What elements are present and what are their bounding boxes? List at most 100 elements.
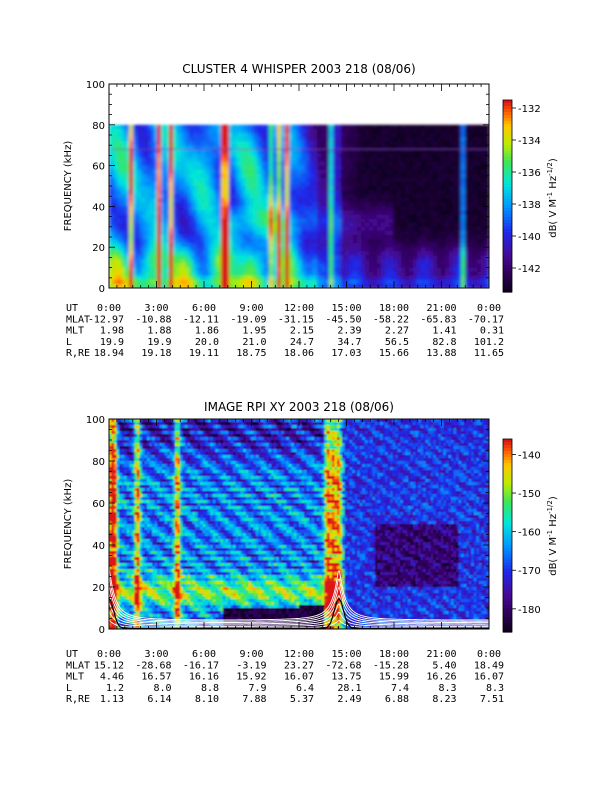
whisper-y-axis-label: FREQUENCY (kHz)	[63, 141, 74, 232]
colorbar-swatch	[503, 190, 512, 194]
ephemeris-cell: 0.31	[480, 326, 504, 337]
ephemeris-row-label: R,RE	[66, 694, 90, 705]
ephemeris-cell: 1.13	[100, 694, 124, 705]
y-tick-label: 40	[92, 202, 105, 213]
colorbar-swatch	[503, 271, 512, 275]
ephemeris-cell: 18.49	[474, 660, 504, 671]
colorbar-swatch	[503, 115, 512, 119]
ephemeris-cell: 15.92	[236, 672, 266, 683]
ephemeris-cell: 0:00	[97, 303, 121, 314]
ephemeris-cell: 8.3	[486, 683, 504, 694]
colorbar-swatch	[503, 490, 512, 494]
whisper-spectrogram	[109, 124, 489, 288]
ephemeris-cell: 16.16	[189, 672, 219, 683]
colorbar-swatch	[503, 235, 512, 239]
colorbar-swatch	[503, 619, 512, 624]
colorbar-swatch	[503, 205, 512, 209]
gyro-harmonic-curve	[109, 584, 489, 624]
ephemeris-cell: 1.95	[242, 326, 266, 337]
colorbar-swatch	[503, 172, 512, 176]
colorbar-swatch	[503, 148, 512, 152]
colorbar-swatch	[503, 127, 512, 131]
ephemeris-cell: 0:00	[97, 649, 121, 660]
ephemeris-cell: -72.68	[325, 660, 361, 671]
rpi-spectrogram	[109, 419, 489, 629]
colorbar-swatch	[503, 451, 512, 455]
ephemeris-cell: 16.57	[141, 672, 171, 683]
rpi-y-axis-label: FREQUENCY (kHz)	[63, 479, 74, 570]
ephemeris-cell: 3:00	[144, 303, 168, 314]
ephemeris-cell: 18.06	[284, 348, 314, 359]
colorbar-swatch	[503, 541, 512, 546]
ephemeris-cell: 19.9	[100, 337, 124, 348]
colorbar-swatch	[503, 517, 512, 522]
rpi-axis-ticks: 0 20 40 60 80 100	[86, 415, 490, 636]
ephemeris-cell: 8.3	[438, 683, 456, 694]
ephemeris-cell: -16.17	[183, 660, 219, 671]
colorbar-tick-label: -132	[518, 104, 541, 115]
colorbar-swatch	[503, 613, 512, 618]
ephemeris-cell: 1.88	[147, 326, 171, 337]
colorbar-swatch	[503, 247, 512, 251]
ephemeris-cell: 19.11	[189, 348, 219, 359]
colorbar-swatch	[503, 601, 512, 606]
ephemeris-cell: -12.97	[88, 314, 124, 325]
y-tick-label: 20	[92, 583, 105, 594]
colorbar-swatch	[503, 625, 512, 630]
ephemeris-cell: 21.0	[242, 337, 266, 348]
colorbar-swatch	[503, 289, 512, 293]
colorbar-swatch	[503, 133, 512, 137]
colorbar-tick-label: -140	[518, 450, 541, 461]
y-tick-label: 0	[99, 625, 105, 636]
ephemeris-cell: 6:00	[192, 303, 216, 314]
colorbar-swatch	[503, 454, 512, 458]
rpi-colorbar: -140 -150 -160 -170 -180 dB( V M-1 Hz-1/2)	[502, 438, 559, 633]
colorbar-swatch	[503, 253, 512, 257]
colorbar-swatch	[503, 211, 512, 215]
ephemeris-cell: 12:00	[284, 303, 314, 314]
ephemeris-cell: 2.49	[337, 694, 361, 705]
rpi-panel: IMAGE RPI XY 2003 218 (08/06) 0 20 40 60 80 1…	[63, 400, 559, 705]
ephemeris-cell: 18:00	[379, 303, 409, 314]
colorbar-swatch	[503, 178, 512, 182]
colorbar-tick-label: -136	[518, 168, 541, 179]
colorbar-swatch	[503, 505, 512, 509]
colorbar-swatch	[503, 460, 512, 464]
ephemeris-cell: 2.27	[385, 326, 409, 337]
ephemeris-cell: -12.11	[183, 314, 219, 325]
colorbar-swatch	[503, 526, 512, 531]
colorbar-swatch	[503, 286, 512, 290]
ephemeris-cell: 9:00	[239, 303, 263, 314]
ephemeris-cell: 8.23	[432, 694, 456, 705]
colorbar-tick-label: -140	[518, 232, 541, 243]
ephemeris-cell: -70.17	[468, 314, 504, 325]
colorbar-swatch	[503, 274, 512, 278]
colorbar-tick-label: -134	[518, 136, 541, 147]
colorbar-swatch	[503, 268, 512, 272]
colorbar-swatch	[503, 484, 512, 488]
colorbar-swatch	[503, 136, 512, 140]
whisper-panel: CLUSTER 4 WHISPER 2003 218 (08/06) 0 20 40…	[63, 62, 559, 359]
ephemeris-cell: 21:00	[426, 649, 456, 660]
gyro-harmonic-curve	[109, 575, 489, 622]
colorbar-swatch	[503, 232, 512, 236]
colorbar-swatch	[503, 181, 512, 185]
colorbar-swatch	[503, 457, 512, 461]
colorbar-swatch	[503, 550, 512, 555]
colorbar-swatch	[503, 124, 512, 128]
colorbar-swatch	[503, 229, 512, 233]
colorbar-swatch	[503, 553, 512, 558]
colorbar-swatch	[503, 538, 512, 543]
colorbar-swatch	[503, 544, 512, 549]
y-tick-label: 20	[92, 243, 105, 254]
colorbar-swatch	[503, 163, 512, 167]
y-tick-label: 100	[86, 415, 105, 426]
ephemeris-cell: -15.28	[373, 660, 409, 671]
colorbar-swatch	[503, 121, 512, 125]
colorbar-swatch	[503, 103, 512, 107]
colorbar-swatch	[503, 511, 512, 515]
whisper-title: CLUSTER 4 WHISPER 2003 218 (08/06)	[182, 62, 415, 76]
ephemeris-cell: 19.9	[147, 337, 171, 348]
ephemeris-cell: 7.51	[480, 694, 504, 705]
